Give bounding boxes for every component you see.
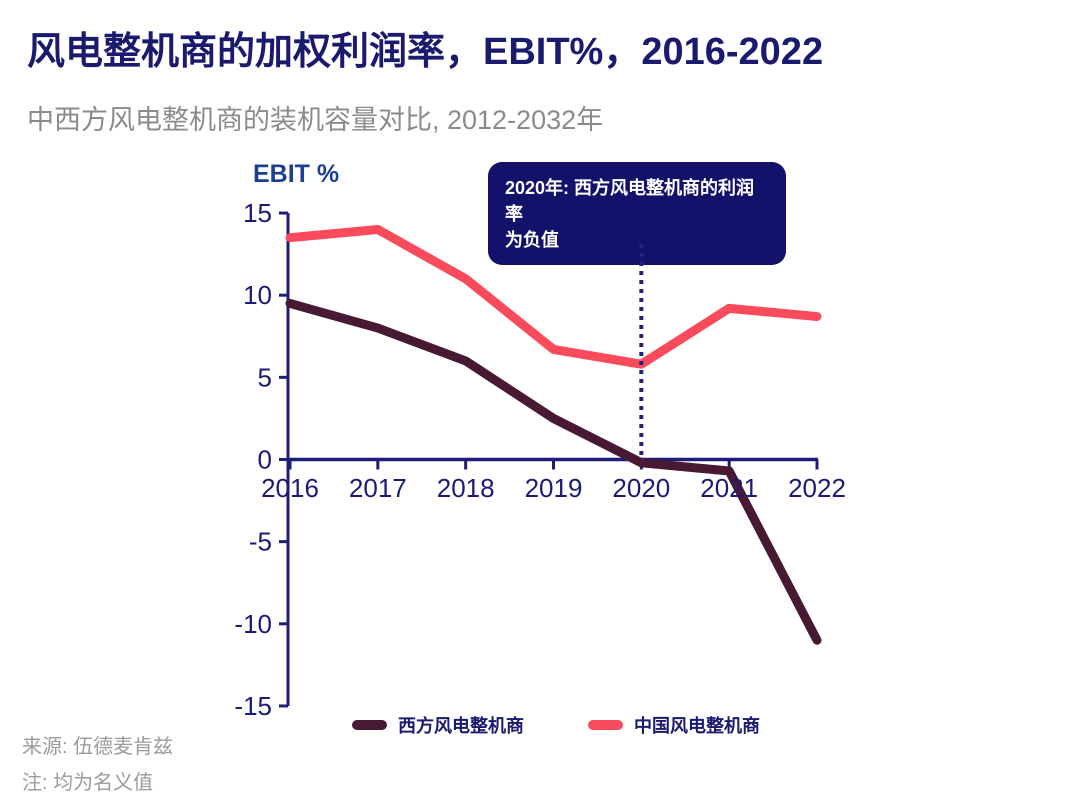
legend-swatch-china — [588, 720, 623, 730]
legend-label-china: 中国风电整机商 — [634, 716, 760, 736]
x-tick-label: 2020 — [612, 473, 670, 503]
x-tick-label: 2018 — [437, 473, 495, 503]
legend-item-china: 中国风电整机商 — [588, 712, 760, 738]
page-subtitle: 中西方风电整机商的装机容量对比, 2012-2032年 — [27, 105, 604, 135]
note-text: 注: 均为名义值 — [22, 772, 154, 794]
y-tick-label: 0 — [258, 445, 272, 475]
legend-swatch-western — [352, 720, 387, 730]
western-series-line — [285, 298, 822, 645]
x-tick-label: 2019 — [525, 473, 583, 503]
annotation-text-line2: 为负值 — [505, 230, 559, 250]
y-tick-label: -10 — [234, 609, 272, 639]
page-title: 风电整机商的加权利润率，EBIT%，2016-2022 — [27, 31, 824, 73]
annotation-callout: 2020年: 西方风电整机商的利润率 为负值 — [488, 162, 786, 265]
chart-legend: 西方风电整机商 中国风电整机商 — [352, 712, 760, 738]
y-tick-label: 15 — [243, 198, 272, 228]
x-tick-label: 2022 — [788, 473, 846, 503]
y-tick-label: -5 — [249, 527, 272, 557]
y-tick-label: 10 — [243, 280, 272, 310]
x-tick-label: 2016 — [261, 473, 319, 503]
y-tick-label: 5 — [258, 362, 272, 392]
x-tick-label: 2017 — [349, 473, 407, 503]
legend-item-western: 西方风电整机商 — [352, 712, 524, 738]
annotation-text-line1: 2020年: 西方风电整机商的利润率 — [505, 178, 755, 224]
x-tick-label: 2021 — [700, 473, 758, 503]
china-series-line — [285, 224, 822, 369]
legend-label-western: 西方风电整机商 — [398, 716, 524, 736]
source-text: 来源: 伍德麦肯兹 — [22, 736, 174, 758]
y-tick-label: -15 — [234, 691, 272, 721]
y-axis-title: EBIT % — [253, 160, 340, 188]
